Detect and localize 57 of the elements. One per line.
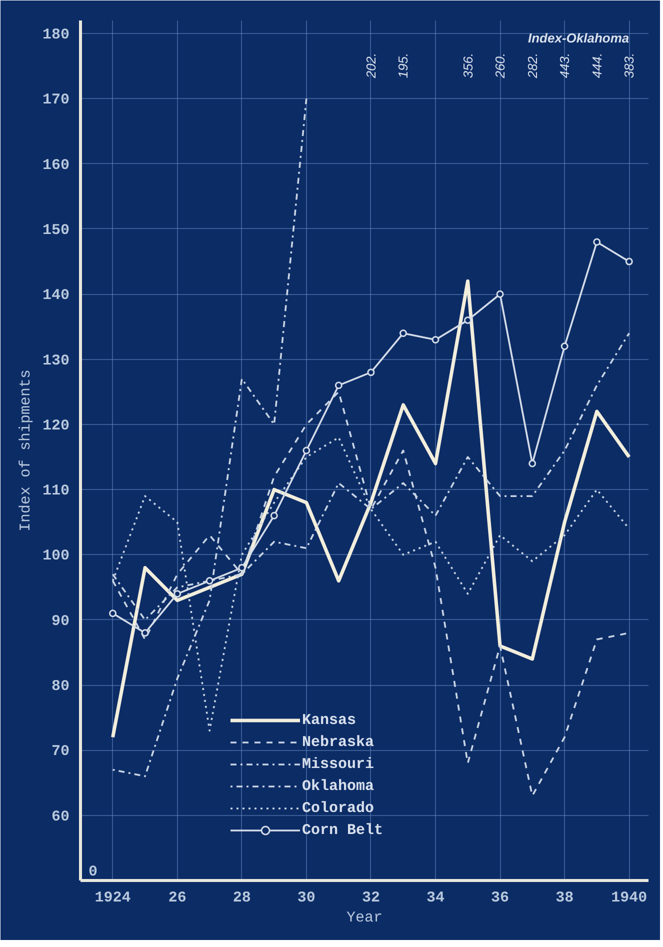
x-tick-label: 28: [232, 890, 251, 906]
y-tick-label: 110: [42, 482, 70, 500]
annotation: Index-Oklahoma: [528, 30, 630, 46]
text: 195.: [396, 52, 411, 78]
x-tick-label: 34: [426, 890, 445, 906]
point: [270, 512, 278, 520]
y-tick-label: 150: [42, 222, 70, 239]
x-tick-label: 1940: [611, 890, 648, 906]
point: [528, 460, 536, 468]
text: 383.: [622, 52, 637, 78]
point: [206, 577, 214, 585]
y-tick-label: 160: [42, 156, 70, 174]
text: 356.: [460, 52, 476, 78]
y-tick-label: 90: [51, 612, 70, 630]
point: [334, 382, 342, 390]
legend-label: Missouri: [302, 756, 374, 772]
point: [464, 316, 472, 324]
text: 443.: [557, 52, 572, 78]
y-tick-label: 80: [51, 678, 70, 696]
text: 202.: [363, 52, 378, 78]
point: [238, 564, 246, 572]
text: 260.: [492, 52, 508, 78]
y-tick-label: 170: [42, 92, 70, 109]
y-tick-label: 180: [42, 26, 70, 44]
y-tick-label: 100: [42, 548, 70, 565]
point: [593, 238, 601, 246]
legend-label: Colorado: [302, 800, 374, 816]
y-tick-label: 60: [51, 808, 70, 826]
y-tick-label: 120: [42, 417, 70, 434]
text: 444.: [589, 52, 604, 78]
x-tick-label: 38: [556, 890, 574, 906]
x-axis-title: Year: [346, 910, 383, 926]
x-tick-label: 32: [362, 890, 380, 906]
point: [432, 336, 440, 344]
legend-label: Oklahoma: [302, 778, 374, 794]
x-tick-label: 1924: [94, 890, 131, 906]
point: [496, 290, 504, 298]
y-tick-label: 130: [42, 352, 70, 370]
y-axis-title: Index of shipments: [17, 369, 34, 532]
legend-label: Kansas: [302, 712, 356, 728]
point: [141, 629, 149, 637]
x-tick-label: 26: [168, 890, 186, 906]
annotation: 0: [88, 864, 98, 880]
text: 282.: [524, 52, 540, 78]
point: [560, 342, 568, 350]
point: [367, 368, 375, 376]
legend-label: Corn Belt: [302, 822, 384, 838]
legend-label: Nebraska: [302, 734, 374, 750]
x-tick-label: 30: [297, 890, 316, 906]
y-tick-label: 140: [42, 287, 70, 304]
point: [109, 610, 117, 618]
point: [399, 329, 407, 337]
point: [625, 258, 633, 266]
x-tick-label: 36: [491, 890, 510, 906]
point: [302, 446, 310, 454]
point: [174, 590, 182, 598]
y-tick-label: 70: [51, 743, 70, 760]
